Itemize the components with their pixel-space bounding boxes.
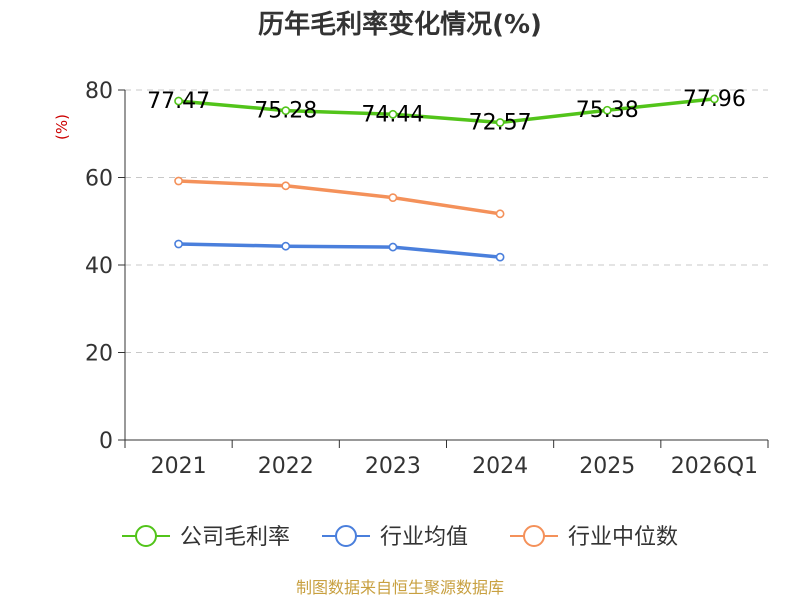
y-tick-label: 60 [85,167,113,192]
y-tick-label: 20 [85,342,113,367]
data-label: 75.28 [254,99,317,124]
x-tick-label: 2023 [365,454,421,479]
x-tick-label: 2026Q1 [671,454,758,479]
series-line-industry-median [178,179,501,216]
y-tick-label: 80 [85,79,113,104]
grid-lines [125,89,768,353]
data-label: 75.38 [576,98,639,123]
legend-label-industry-median: 行业中位数 [568,525,678,550]
chart-title: 历年毛利率变化情况(%) [258,9,542,40]
data-point-industry-median [281,181,291,191]
data-point-company-gross-margin [602,105,612,115]
data-point-industry-median [388,193,398,203]
data-label: 72.57 [469,111,532,136]
data-labels: 77.47 75.28 74.44 72.57 75.38 77.96 [147,87,746,136]
legend-label-company-gross-margin: 公司毛利率 [180,525,290,550]
axes: 0 20 40 60 80 2021 2022 2023 2024 2025 2026Q1 [85,79,769,479]
data-point-company-gross-margin [388,109,398,119]
legend-marker-company-gross-margin [135,525,157,547]
data-label: 74.44 [361,102,424,127]
data-point-company-gross-margin [174,96,183,106]
data-point-company-gross-margin [281,106,291,116]
data-point-industry-median [174,176,183,186]
data-point-industry-mean [281,241,291,251]
data-point-industry-mean [495,252,505,262]
data-point-industry-median [495,209,505,219]
legend-label-industry-mean: 行业均值 [380,525,468,550]
x-tick-label: 2024 [472,454,528,479]
legend-marker-industry-mean [335,525,357,547]
data-point-industry-mean [174,239,183,249]
y-tick-label: 40 [85,254,113,279]
x-tick-label: 2022 [258,454,314,479]
data-point-company-gross-margin [710,94,719,104]
y-tick-label: 0 [99,429,113,454]
data-point-industry-mean [388,242,398,252]
x-tick-label: 2025 [579,454,635,479]
data-point-company-gross-margin [495,118,505,127]
data-label: 77.96 [683,87,746,112]
x-tick-label: 2021 [151,454,207,479]
data-label: 77.47 [147,89,210,114]
series-line-industry-mean [178,242,501,259]
legend: 公司毛利率 行业均值 行业中位数 [122,525,678,550]
legend-marker-industry-median [523,525,545,547]
series-line-company-gross-margin [178,97,715,125]
source-note: 制图数据来自恒生聚源数据库 [296,578,504,597]
series-layer [174,94,719,262]
y-axis-unit: (%) [53,114,71,140]
